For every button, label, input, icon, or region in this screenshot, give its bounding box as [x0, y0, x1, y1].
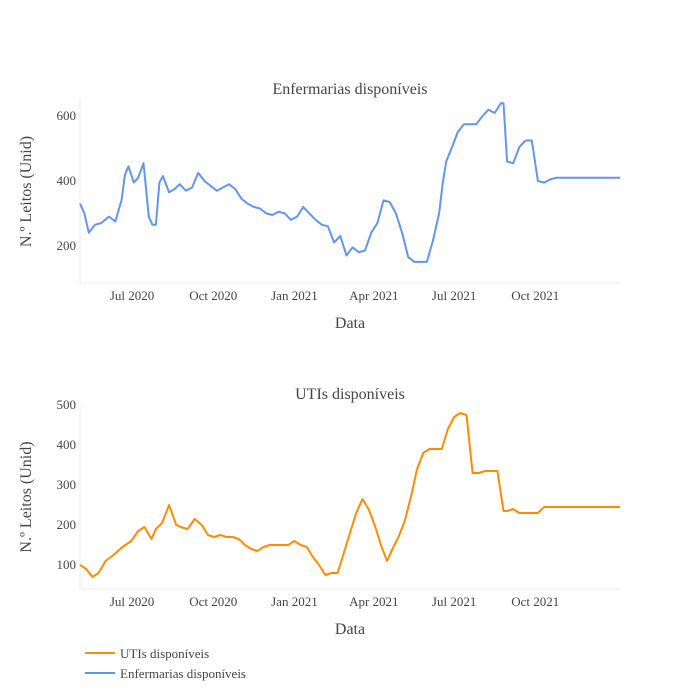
- x-tick-label: Jan 2021: [271, 594, 318, 609]
- y-tick-label: 200: [57, 517, 77, 532]
- x-tick-label: Apr 2021: [349, 594, 398, 609]
- legend: UTIs disponíveis Enfermarias disponíveis: [85, 646, 246, 681]
- x-tick-label: Oct 2020: [189, 594, 237, 609]
- x-tick-label: Jul 2020: [110, 288, 154, 303]
- x-axis-label: Data: [335, 315, 365, 332]
- y-axis-label: N.º Leitos (Unid): [18, 136, 35, 247]
- y-tick-label: 500: [57, 397, 77, 412]
- x-tick-label: Oct 2020: [189, 288, 237, 303]
- x-tick-label: Jul 2021: [432, 594, 476, 609]
- x-tick-label: Apr 2021: [349, 288, 398, 303]
- x-tick-label: Oct 2021: [511, 288, 559, 303]
- panel-enfermarias: Enfermarias disponíveis Data N.º Leitos …: [18, 81, 620, 332]
- x-tick-label: Jan 2021: [271, 288, 318, 303]
- chart-title: Enfermarias disponíveis: [272, 81, 427, 98]
- x-axis-label: Data: [335, 621, 365, 638]
- y-tick-label: 600: [57, 108, 77, 123]
- x-tick-label: Jul 2021: [432, 288, 476, 303]
- series-line-enfermarias-dispon-veis: [79, 102, 620, 263]
- x-tick-label: Oct 2021: [511, 594, 559, 609]
- legend-label-utis: UTIs disponíveis: [120, 646, 209, 661]
- y-tick-label: 100: [57, 557, 77, 572]
- x-tick-label: Jul 2020: [110, 594, 154, 609]
- panel-utis: UTIs disponíveis Data N.º Leitos (Unid) …: [18, 386, 620, 638]
- y-tick-label: 200: [57, 238, 77, 253]
- y-tick-label: 400: [57, 173, 77, 188]
- chart-title: UTIs disponíveis: [295, 386, 405, 403]
- y-axis-label: N.º Leitos (Unid): [18, 441, 35, 552]
- legend-label-enfermarias: Enfermarias disponíveis: [120, 666, 246, 681]
- y-tick-label: 300: [57, 477, 77, 492]
- series-line-utis-dispon-veis: [79, 412, 620, 578]
- y-tick-label: 400: [57, 437, 77, 452]
